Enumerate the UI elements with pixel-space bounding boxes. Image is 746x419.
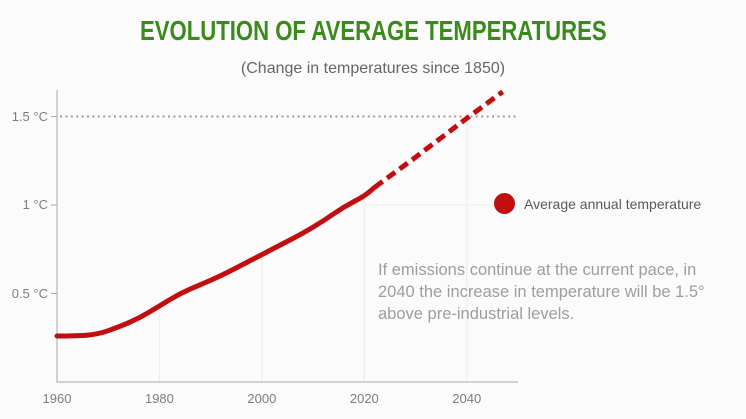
legend: Average annual temperature [494, 193, 701, 214]
page-title-text: EVOLUTION OF AVERAGE TEMPERATURES [139, 15, 607, 46]
note-line: above pre-industrial levels. [378, 305, 575, 323]
x-tick-label: 2040 [452, 391, 482, 406]
legend-dot-icon [494, 193, 515, 214]
note-line: If emissions continue at the current pac… [378, 261, 697, 279]
x-tick-label: 2000 [247, 391, 277, 406]
page-title: EVOLUTION OF AVERAGE TEMPERATURES [0, 15, 746, 47]
y-tick-label: 0.5 °C [11, 285, 48, 301]
legend-label: Average annual temperature [524, 195, 702, 212]
x-tick-label: 1960 [42, 391, 72, 406]
y-tick-label: 1 °C [22, 197, 48, 213]
axes [56, 90, 518, 383]
curve-dashed [373, 89, 505, 190]
annotation-note: If emissions continue at the current pac… [378, 259, 705, 325]
note-line: 2040 the increase in temperature will be… [378, 283, 705, 301]
y-tick-label: 1.5 °C [11, 108, 48, 124]
x-tick-label: 1980 [144, 391, 174, 406]
chart-subtitle: (Change in temperatures since 1850) [240, 60, 506, 77]
curve-solid [54, 184, 378, 339]
x-tick-label: 2020 [349, 391, 379, 406]
